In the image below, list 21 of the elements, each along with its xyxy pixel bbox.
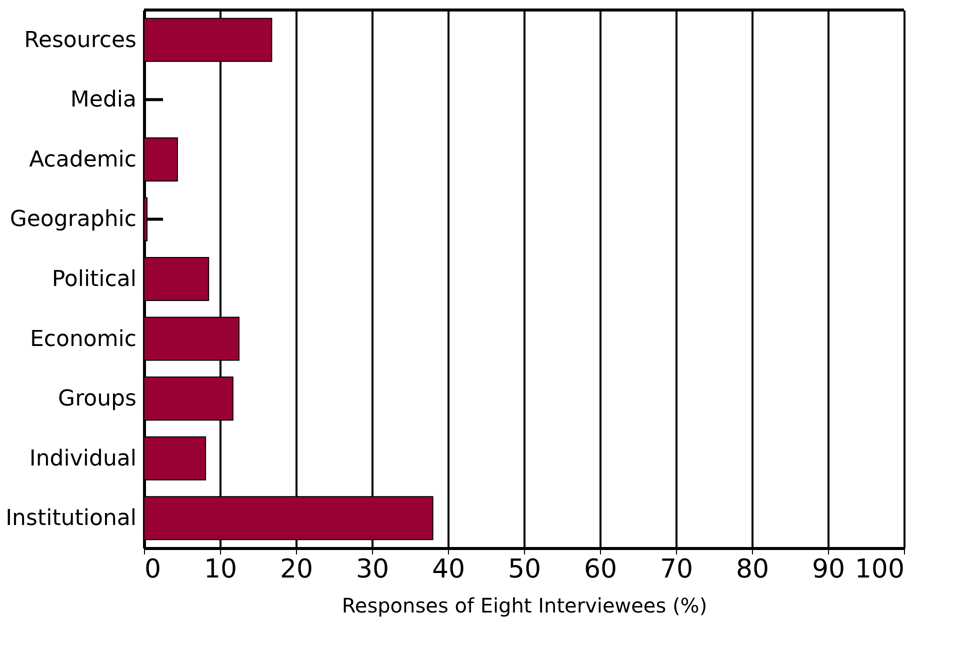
x-tick-label: 50 (508, 554, 542, 584)
y-tick-label: Academic (29, 147, 136, 172)
x-tick-label: 100 (854, 554, 904, 584)
y-tick-label: Media (70, 88, 136, 113)
x-tick-label: 90 (812, 554, 846, 584)
x-axis-title: Responses of Eight Interviewees (%) (342, 594, 708, 618)
y-tick-label: Individual (29, 446, 136, 472)
y-tick-label: Economic (30, 326, 136, 352)
x-tick-label: 80 (736, 554, 770, 584)
y-tick-label: Institutional (6, 506, 136, 532)
y-tick-label: Political (52, 267, 136, 292)
x-tick-label: 20 (280, 554, 314, 584)
y-tick-label: Groups (58, 386, 136, 412)
x-tick-label: 60 (584, 554, 618, 584)
x-tick-label: 0 (144, 554, 162, 584)
x-tick-label: 10 (204, 554, 238, 584)
x-tick-label: 40 (432, 554, 466, 584)
y-tick-label: Resources (24, 28, 136, 53)
x-tick-label: 70 (660, 554, 694, 584)
y-tick-label: Geographic (10, 207, 136, 232)
x-tick-label: 30 (356, 554, 390, 584)
